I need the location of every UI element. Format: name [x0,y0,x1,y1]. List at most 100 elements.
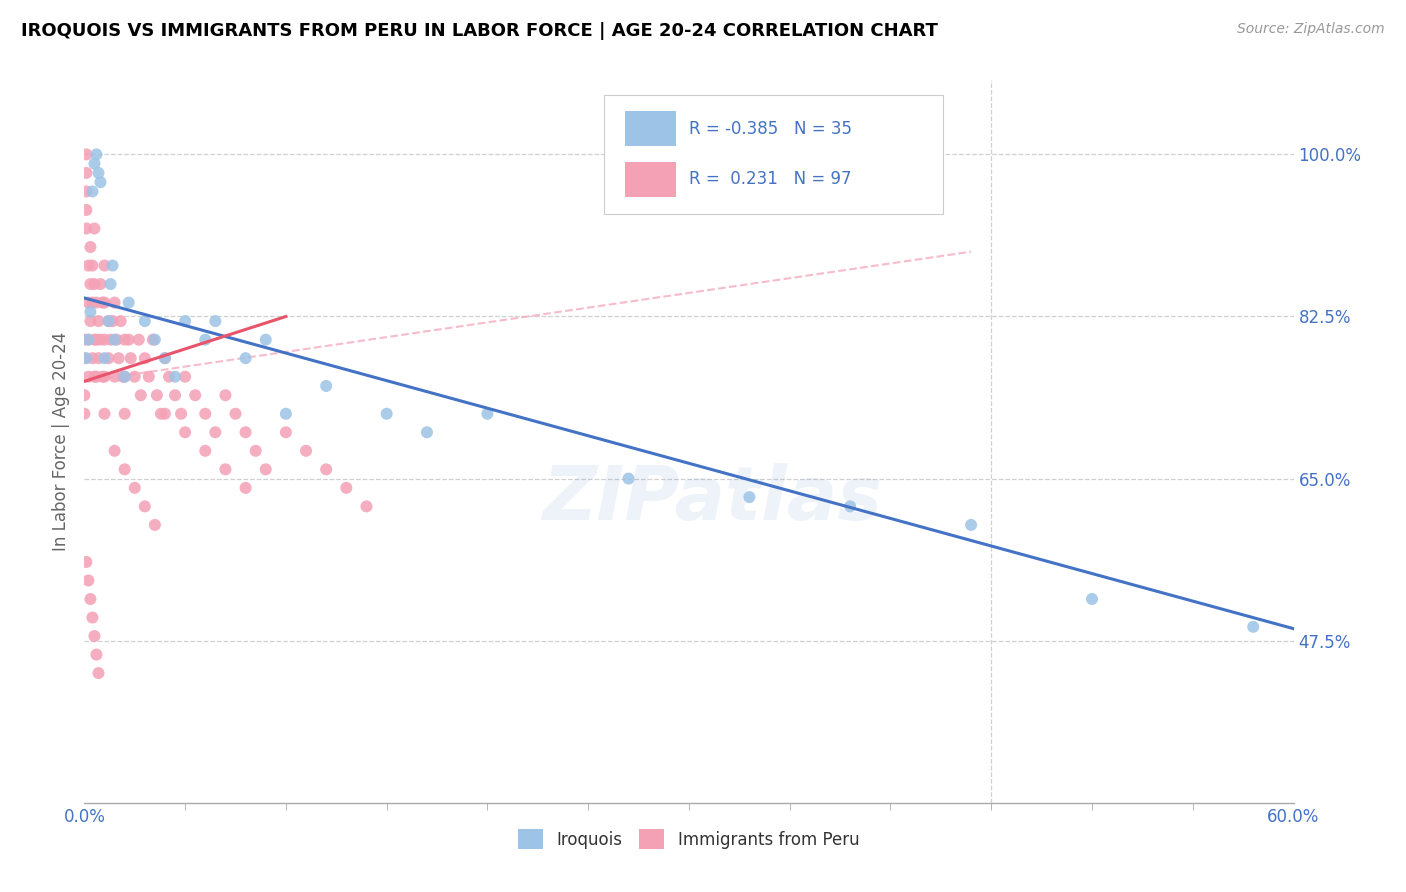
Point [129,388,152,402]
Point [315,462,337,476]
Point [75,555,97,569]
Point [93,351,115,366]
Point [118,295,141,310]
Point [114,462,136,476]
Text: R = -0.385   N = 35: R = -0.385 N = 35 [689,120,852,137]
Point [204,314,226,328]
Point [204,425,226,440]
Point [97,351,120,366]
Point [75,185,97,199]
Point [91,369,114,384]
Point [79,592,101,607]
Point [960,517,983,532]
Point [174,314,197,328]
Point [82,351,104,366]
Point [315,379,337,393]
Point [93,259,115,273]
Point [83,629,105,643]
Point [100,333,122,347]
Point [79,305,101,319]
Point [134,500,156,514]
Point [225,407,247,421]
Text: R =  0.231   N = 97: R = 0.231 N = 97 [689,170,852,188]
Point [77,369,100,384]
Point [89,175,111,189]
Point [184,388,207,402]
Point [194,407,217,421]
FancyBboxPatch shape [624,162,676,196]
Point [79,314,101,328]
Point [77,259,100,273]
Point [104,443,127,458]
Point [87,166,110,180]
Point [86,648,108,662]
Point [107,351,129,366]
Point [83,156,105,170]
Point [149,407,172,421]
Point [839,500,862,514]
Point [104,295,127,310]
Point [97,314,120,328]
Point [165,369,187,384]
Point [73,351,96,366]
Point [235,351,257,366]
Point [83,369,105,384]
Point [738,490,761,504]
Point [274,407,297,421]
Point [77,333,100,347]
Point [111,369,134,384]
Point [477,407,499,421]
Point [214,388,236,402]
Point [153,351,176,366]
Point [335,481,357,495]
Point [143,333,166,347]
Point [77,295,100,310]
Point [120,351,142,366]
Point [87,314,110,328]
Point [114,407,136,421]
Point [104,333,127,347]
Point [128,333,150,347]
Point [89,333,111,347]
Point [356,500,378,514]
Point [142,333,165,347]
Point [375,407,398,421]
Point [617,472,640,486]
Point [295,443,318,458]
Point [118,333,141,347]
Point [93,333,115,347]
Point [79,277,101,291]
Point [82,295,104,310]
Point [157,369,180,384]
Point [91,295,114,310]
Point [77,574,100,588]
Point [235,481,257,495]
Point [274,425,297,440]
Point [104,369,127,384]
Point [235,425,257,440]
Point [1081,592,1104,607]
Point [89,277,111,291]
Point [134,314,156,328]
Point [75,202,97,217]
Point [114,369,136,384]
Text: ZIPatlas: ZIPatlas [543,463,883,536]
Point [194,333,217,347]
Point [73,333,96,347]
Point [87,666,110,681]
Point [82,259,104,273]
Point [86,369,108,384]
Point [73,407,96,421]
Point [86,333,108,347]
Legend: Iroquois, Immigrants from Peru: Iroquois, Immigrants from Peru [512,822,866,856]
FancyBboxPatch shape [624,112,676,146]
Point [138,369,160,384]
Point [174,425,197,440]
Point [214,462,236,476]
Point [153,407,176,421]
Point [254,333,277,347]
Point [82,610,104,624]
Point [83,221,105,235]
Y-axis label: In Labor Force | Age 20-24: In Labor Force | Age 20-24 [52,332,70,551]
Point [86,147,108,161]
